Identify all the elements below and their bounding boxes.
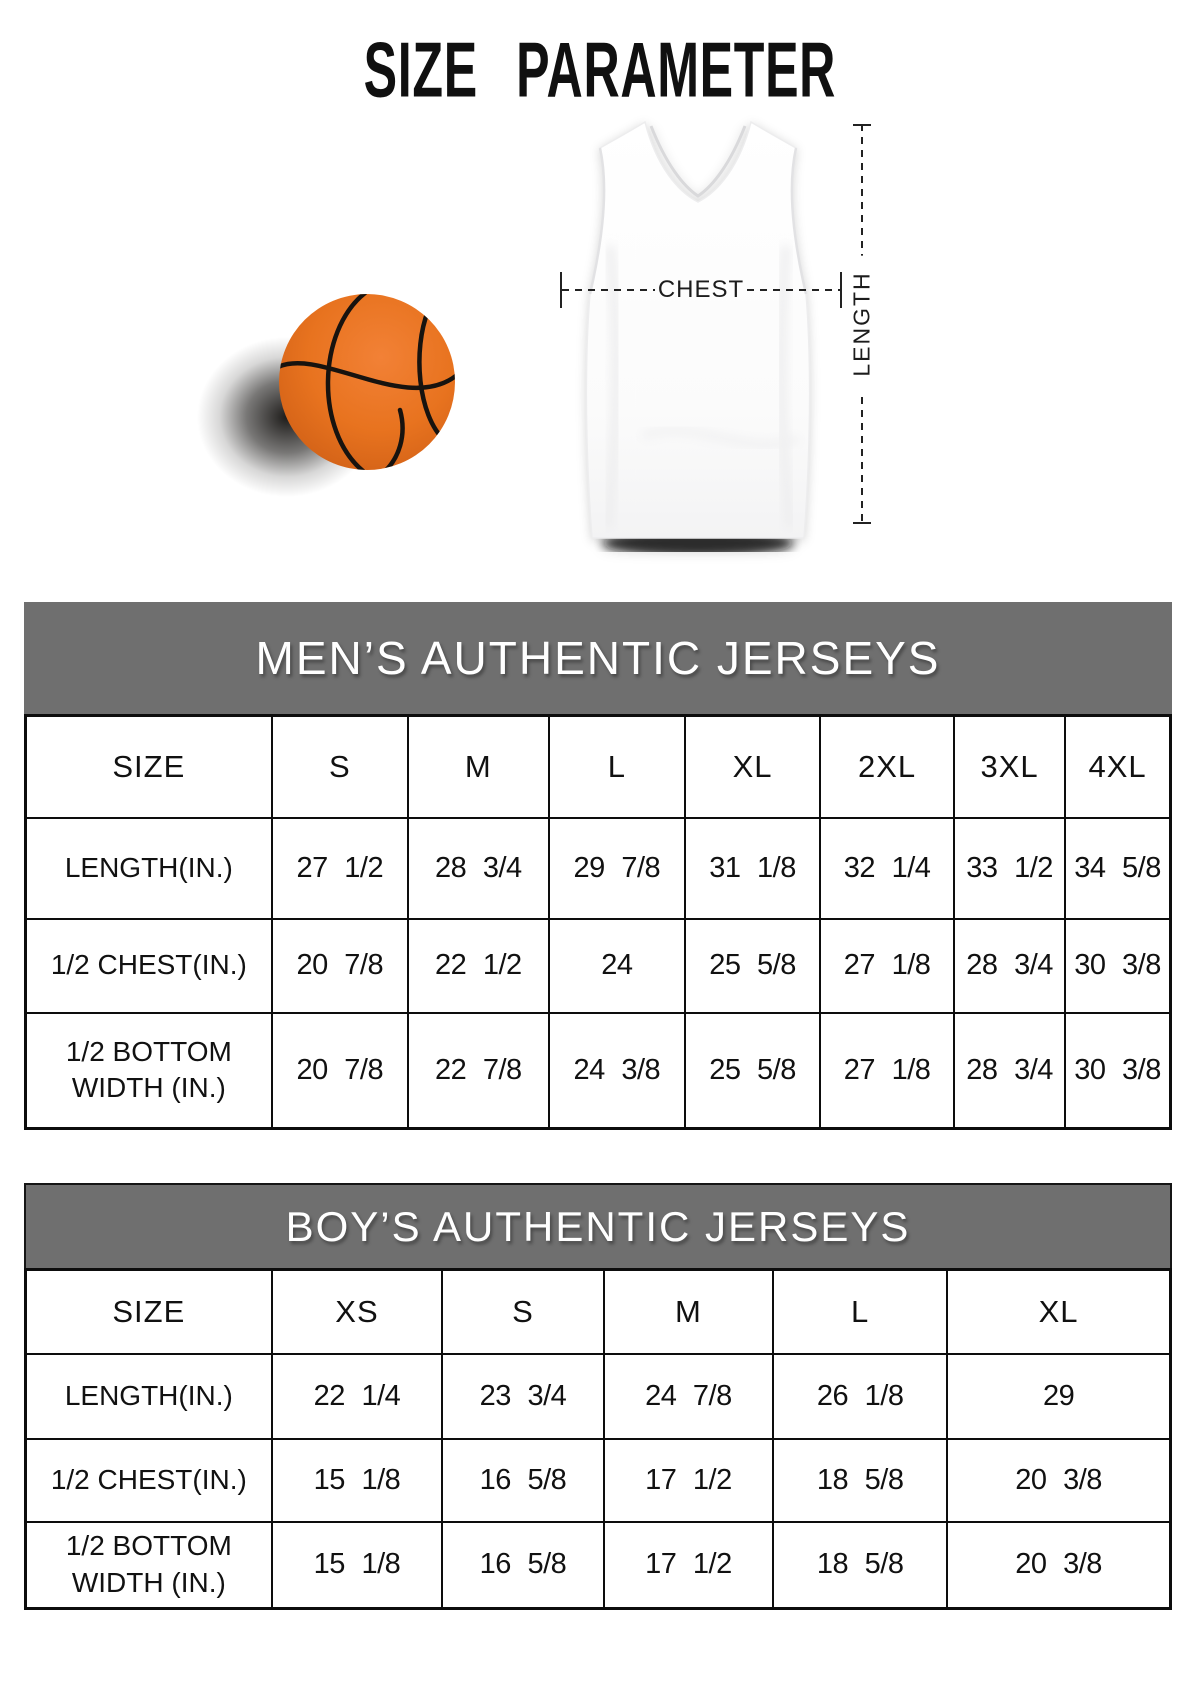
boys-value-cell: 20 3/8 [946, 1520, 1172, 1610]
mens-value-cell: 30 3/8 [1064, 917, 1172, 1014]
mens-jerseys-table: MEN’S AUTHENTIC JERSEYS SIZE S M L XL 2XL 3XL 4… [24, 602, 1172, 1130]
mens-data-row: LENGTH(IN.) 27 1/2 28 3/4 29 7/8 31 1/8 32 1/… [24, 816, 1172, 920]
mens-col-header-s: S [270, 714, 409, 819]
mens-value-cell: 32 1/4 [819, 816, 956, 920]
mens-col-header-4xl: 4XL [1064, 714, 1172, 819]
mens-table-title: MEN’S AUTHENTIC JERSEYS [24, 602, 1172, 714]
mens-value-cell: 28 3/4 [953, 1011, 1067, 1130]
mens-value-cell: 31 1/8 [683, 816, 822, 920]
boys-size-header: SIZE [24, 1268, 273, 1355]
mens-value-cell: 24 3/8 [547, 1011, 687, 1130]
basketball-icon [197, 294, 455, 497]
mens-value-cell: 20 7/8 [270, 917, 409, 1014]
boys-row-label: LENGTH(IN.) [24, 1352, 273, 1440]
boys-data-row: 1/2 CHEST(IN.) 15 1/8 16 5/8 17 1/2 18 5/8 20… [24, 1437, 1172, 1523]
mens-value-cell: 25 5/8 [683, 917, 822, 1014]
boys-col-header-l: L [772, 1268, 949, 1355]
mens-col-header-m: M [406, 714, 550, 819]
mens-size-table: SIZE S M L XL 2XL 3XL 4XL LENGTH(IN.) 27 1/2 28 3/… [24, 714, 1172, 1130]
chest-right-tick [840, 272, 842, 308]
boys-value-cell: 15 1/8 [270, 1437, 444, 1523]
chest-dash-right [747, 289, 840, 291]
mens-value-cell: 22 1/2 [406, 917, 550, 1014]
mens-col-header-3xl: 3XL [953, 714, 1067, 819]
boys-value-cell: 29 [946, 1352, 1172, 1440]
boys-header-row: SIZE XS S M L XL [24, 1268, 1172, 1355]
mens-data-row: 1/2 BOTTOM WIDTH (IN.) 20 7/8 22 7/8 24 3/8… [24, 1011, 1172, 1130]
mens-row-label: 1/2 CHEST(IN.) [24, 917, 273, 1014]
boys-size-table: SIZE XS S M L XL LENGTH(IN.) 22 1/4 23 3/4 24 7/8… [24, 1268, 1172, 1610]
boys-value-cell: 17 1/2 [602, 1520, 775, 1610]
boys-jerseys-table: BOY’S AUTHENTIC JERSEYS SIZE XS S M L XL LENGT… [24, 1183, 1172, 1610]
boys-value-cell: 17 1/2 [602, 1437, 775, 1523]
mens-row-label: LENGTH(IN.) [24, 816, 273, 920]
length-bottom-tick [853, 522, 871, 524]
boys-col-header-xl: XL [946, 1268, 1172, 1355]
boys-col-header-m: M [602, 1268, 775, 1355]
mens-value-cell: 33 1/2 [953, 816, 1067, 920]
size-parameter-page: SIZE PARAMETER [0, 26, 1200, 1610]
mens-value-cell: 25 5/8 [683, 1011, 822, 1130]
boys-value-cell: 24 7/8 [602, 1352, 775, 1440]
mens-value-cell: 20 7/8 [270, 1011, 409, 1130]
boys-value-cell: 23 3/4 [441, 1352, 605, 1440]
boys-value-cell: 15 1/8 [270, 1520, 444, 1610]
length-label: LENGTH [846, 255, 878, 393]
boys-data-row: LENGTH(IN.) 22 1/4 23 3/4 24 7/8 26 1/8 29 [24, 1352, 1172, 1440]
mens-value-cell: 27 1/8 [819, 917, 956, 1014]
jersey-diagram: CHEST [548, 116, 848, 557]
chest-measure-line: CHEST [560, 272, 842, 308]
page-title-text: SIZE PARAMETER [363, 27, 837, 114]
jersey-icon [585, 120, 811, 557]
mens-value-cell: 28 3/4 [406, 816, 550, 920]
mens-value-cell: 28 3/4 [953, 917, 1067, 1014]
boys-value-cell: 22 1/4 [270, 1352, 444, 1440]
boys-data-row: 1/2 BOTTOM WIDTH (IN.) 15 1/8 16 5/8 17 1/2… [24, 1520, 1172, 1610]
mens-value-cell: 27 1/8 [819, 1011, 956, 1130]
mens-size-header: SIZE [24, 714, 273, 819]
boys-value-cell: 26 1/8 [772, 1352, 949, 1440]
mens-row-label: 1/2 BOTTOM WIDTH (IN.) [24, 1011, 273, 1130]
mens-value-cell: 24 [547, 917, 687, 1014]
boys-value-cell: 20 3/8 [946, 1437, 1172, 1523]
boys-table-title: BOY’S AUTHENTIC JERSEYS [24, 1183, 1172, 1268]
mens-col-header-l: L [547, 714, 687, 819]
mens-value-cell: 34 5/8 [1064, 816, 1172, 920]
boys-col-header-xs: XS [270, 1268, 444, 1355]
boys-row-label: 1/2 CHEST(IN.) [24, 1437, 273, 1523]
chest-dash-left [562, 289, 655, 291]
mens-data-row: 1/2 CHEST(IN.) 20 7/8 22 1/2 24 25 5/8 27 1/8… [24, 917, 1172, 1014]
boys-value-cell: 16 5/8 [441, 1437, 605, 1523]
mens-col-header-2xl: 2XL [819, 714, 956, 819]
boys-col-header-s: S [441, 1268, 605, 1355]
mens-value-cell: 22 7/8 [406, 1011, 550, 1130]
mens-value-cell: 27 1/2 [270, 816, 409, 920]
chest-label: CHEST [657, 276, 745, 303]
chest-left-tick [560, 272, 562, 308]
mens-header-row: SIZE S M L XL 2XL 3XL 4XL [24, 714, 1172, 819]
page-title: SIZE PARAMETER [0, 26, 1200, 114]
boys-value-cell: 18 5/8 [772, 1520, 949, 1610]
boys-value-cell: 16 5/8 [441, 1520, 605, 1610]
measurement-diagram: CHEST LENGTH [0, 102, 1200, 602]
boys-value-cell: 18 5/8 [772, 1437, 949, 1523]
mens-value-cell: 30 3/8 [1064, 1011, 1172, 1130]
mens-col-header-xl: XL [683, 714, 822, 819]
length-measure-line: LENGTH [840, 124, 884, 524]
boys-row-label: 1/2 BOTTOM WIDTH (IN.) [24, 1520, 273, 1610]
mens-value-cell: 29 7/8 [547, 816, 687, 920]
